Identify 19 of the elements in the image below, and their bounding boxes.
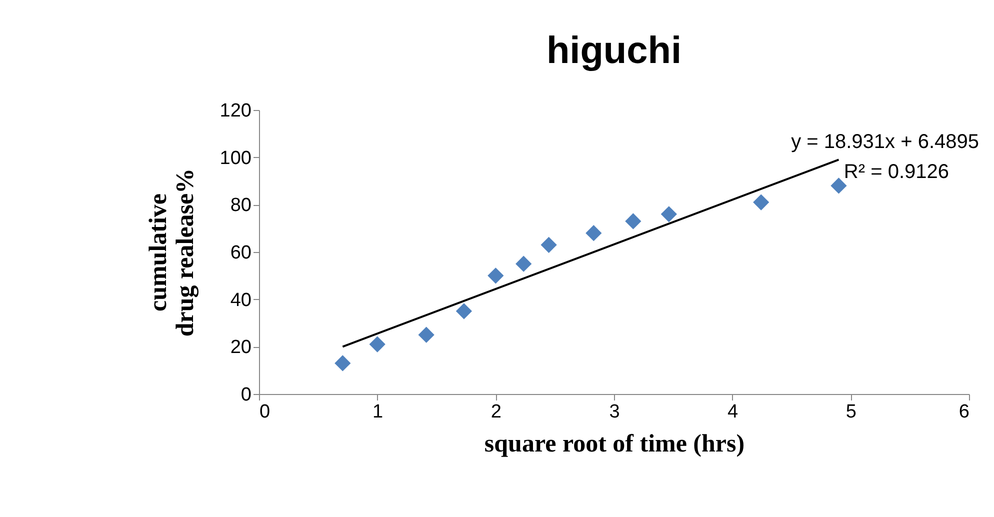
y-tick-label: 60 — [230, 242, 252, 264]
y-tick-label: 100 — [220, 148, 252, 169]
x-tick-label: 5 — [846, 402, 856, 422]
y-tick-label: 0 — [240, 384, 252, 406]
annotation: R² = 0.9126 — [844, 161, 949, 183]
x-tick-label: 0 — [260, 402, 270, 422]
chart-title: higuchi — [546, 30, 682, 72]
x-tick-label: 4 — [728, 402, 739, 422]
annotation: y = 18.931x + 6.4895 — [791, 131, 979, 153]
y-tick-label: 120 — [220, 100, 252, 122]
x-axis-title: square root of time (hrs) — [484, 430, 745, 458]
x-tick-label: 6 — [958, 402, 970, 422]
x-tick-label: 3 — [609, 402, 620, 422]
y-tick-label: 40 — [230, 290, 252, 311]
x-tick-label: 1 — [372, 402, 384, 422]
x-tick-label: 2 — [490, 402, 502, 422]
y-tick-label: 20 — [230, 337, 252, 358]
y-tick-label: 80 — [230, 195, 252, 216]
y-axis-title: cumulative drug realease% — [144, 168, 199, 337]
